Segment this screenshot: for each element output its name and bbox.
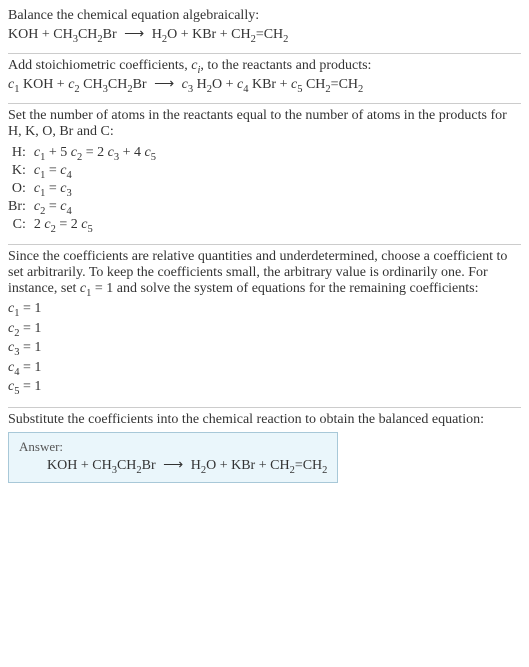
t: CH (80, 77, 103, 92)
balanced-equation: KOH + CH3CH2Br ⟶ H2O + KBr + CH2=CH2 (19, 457, 327, 474)
v: = 1 (19, 360, 41, 375)
section-solve: Since the coefficients are relative quan… (8, 245, 521, 407)
sub: 2 (322, 465, 327, 476)
t: CH (302, 77, 325, 92)
atom-equation: c1 = c4 (34, 162, 162, 180)
lhs-part: KOH + CH (8, 27, 73, 42)
atom-label: H: (8, 144, 34, 162)
atom-row: K:c1 = c4 (8, 162, 162, 180)
rhs-part: O + KBr + CH (206, 458, 289, 473)
rhs-part: O + KBr + CH (167, 27, 250, 42)
atom-equations-table: H:c1 + 5 c2 = 2 c3 + 4 c5K:c1 = c4O:c1 =… (8, 144, 162, 234)
atom-label: Br: (8, 198, 34, 216)
atom-row: H:c1 + 5 c2 = 2 c3 + 4 c5 (8, 144, 162, 162)
text: = 1 and solve the system of equations fo… (91, 281, 478, 296)
v: = 1 (19, 321, 41, 336)
answer-box: Answer: KOH + CH3CH2Br ⟶ H2O + KBr + CH2… (8, 432, 338, 483)
t: KBr + (248, 77, 291, 92)
t: = 2 (56, 217, 81, 232)
atom-row: Br:c2 = c4 (8, 198, 162, 216)
t: CH (108, 77, 127, 92)
section-balance: Balance the chemical equation algebraica… (8, 4, 521, 53)
atom-label: K: (8, 162, 34, 180)
coef-line: c5 = 1 (8, 377, 521, 397)
sub: 2 (283, 34, 288, 45)
s: 4 (66, 206, 71, 217)
coef-line: c1 = 1 (8, 299, 521, 319)
arrow: ⟶ (154, 76, 174, 93)
t: = (45, 163, 60, 178)
text: Add stoichiometric coefficients, (8, 58, 191, 73)
lhs-part: KOH + CH (47, 458, 112, 473)
lhs-part: Br (142, 458, 156, 473)
section-answer: Substitute the coefficients into the che… (8, 408, 521, 493)
rhs-part: H (191, 458, 201, 473)
t: Br (133, 77, 147, 92)
section-stoich: Add stoichiometric coefficients, ci, to … (8, 54, 521, 103)
t: + 4 (119, 145, 144, 160)
answer-label: Answer: (19, 439, 327, 455)
arrow: ⟶ (163, 457, 183, 474)
s: 4 (66, 170, 71, 181)
rhs-part: H (152, 27, 162, 42)
coef-line: c3 = 1 (8, 338, 521, 358)
t: 2 (34, 217, 45, 232)
v: = 1 (19, 301, 41, 316)
atom-equation: c1 + 5 c2 = 2 c3 + 4 c5 (34, 144, 162, 162)
coefficient-values: c1 = 1c2 = 1c3 = 1c4 = 1c5 = 1 (8, 299, 521, 397)
text: , to the reactants and products: (200, 58, 371, 73)
t: = (45, 199, 60, 214)
t: =CH (331, 77, 358, 92)
arrow: ⟶ (124, 26, 144, 43)
equation-unbalanced: KOH + CH3CH2Br ⟶ H2O + KBr + CH2=CH2 (8, 26, 521, 43)
atom-label: O: (8, 180, 34, 198)
t: + 5 (45, 145, 70, 160)
intro-text: Since the coefficients are relative quan… (8, 249, 521, 297)
atom-equation: c1 = c3 (34, 180, 162, 198)
lhs-part: Br (103, 27, 117, 42)
atom-equation: 2 c2 = 2 c5 (34, 216, 162, 234)
rhs-part: =CH (256, 27, 283, 42)
s: 5 (151, 152, 156, 163)
t: = (45, 181, 60, 196)
s: 2 (358, 84, 363, 95)
rhs-part: =CH (295, 458, 322, 473)
section-atoms: Set the number of atoms in the reactants… (8, 104, 521, 244)
atom-row: C:2 c2 = 2 c5 (8, 216, 162, 234)
atom-row: O:c1 = c3 (8, 180, 162, 198)
intro-text: Add stoichiometric coefficients, ci, to … (8, 58, 521, 74)
v: = 1 (19, 340, 41, 355)
coef-line: c4 = 1 (8, 358, 521, 378)
t: = 2 (82, 145, 107, 160)
s: 3 (66, 188, 71, 199)
intro-text: Balance the chemical equation algebraica… (8, 8, 521, 24)
t: O + (212, 77, 237, 92)
intro-text: Set the number of atoms in the reactants… (8, 108, 521, 140)
intro-text: Substitute the coefficients into the che… (8, 412, 521, 428)
coef-line: c2 = 1 (8, 319, 521, 339)
t: KOH + (19, 77, 68, 92)
v: = 1 (19, 379, 41, 394)
atom-equation: c2 = c4 (34, 198, 162, 216)
lhs-part: CH (117, 458, 136, 473)
s: 5 (87, 224, 92, 235)
t: H (193, 77, 207, 92)
lhs-part: CH (78, 27, 97, 42)
equation-with-coeffs: c1 KOH + c2 CH3CH2Br ⟶ c3 H2O + c4 KBr +… (8, 76, 521, 93)
atom-label: C: (8, 216, 34, 234)
